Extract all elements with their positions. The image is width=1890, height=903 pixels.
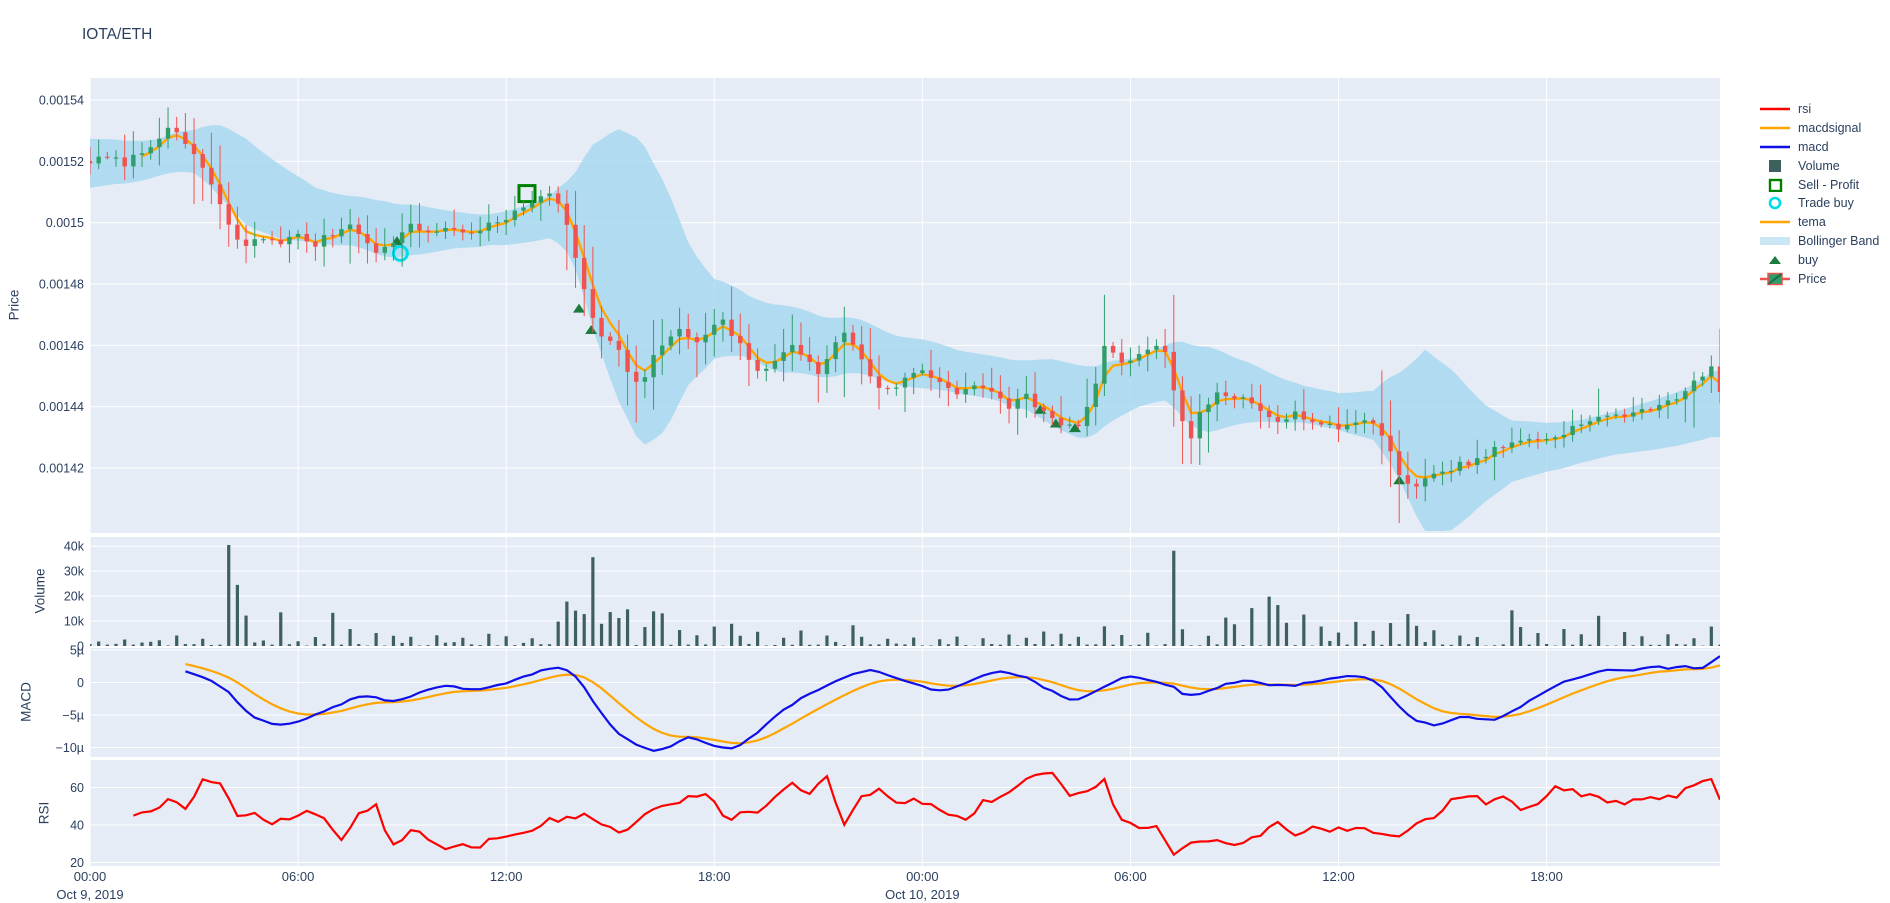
price-tick-label: 0.00144: [39, 400, 84, 414]
volume-tick-label: 40k: [64, 540, 85, 554]
price-tick-label: 0.00154: [39, 94, 84, 108]
x-tick-label: 12:00: [1322, 869, 1355, 884]
x-date-label: Oct 10, 2019: [885, 887, 959, 902]
legend-item-bollinger-band[interactable]: Bollinger Band: [1760, 232, 1879, 251]
legend-label: macdsignal: [1798, 121, 1862, 136]
volume-tick-label: 30k: [64, 565, 85, 579]
sell-profit-marker: [517, 184, 537, 204]
line-legend-glyph: [1760, 145, 1790, 149]
legend-label: macd: [1798, 139, 1829, 154]
buy-marker: [573, 303, 585, 313]
legend-label: tema: [1798, 215, 1826, 230]
legend-label: Trade buy: [1798, 196, 1854, 211]
line-thick-legend-glyph: [1760, 236, 1790, 245]
macd-tick-label: −5µ: [63, 709, 84, 723]
x-tick-label: 06:00: [282, 869, 315, 884]
x-tick-label: 00:00: [74, 869, 107, 884]
x-tick-label: 18:00: [698, 869, 731, 884]
square-legend-glyph: [1769, 159, 1781, 172]
macd-tick-label: 5µ: [70, 644, 84, 658]
triangle-legend-glyph: [1769, 255, 1781, 264]
legend-item-macdsignal[interactable]: macdsignal: [1760, 119, 1879, 138]
legend-item-volume[interactable]: Volume: [1760, 156, 1879, 175]
legend-label: Price: [1798, 271, 1827, 286]
x-date-label: Oct 9, 2019: [56, 887, 123, 902]
buy-marker: [1068, 423, 1081, 433]
legend-item-price[interactable]: Price: [1760, 269, 1879, 288]
legend: rsi macdsignal macd Volume Sell - Profit Trad…: [1760, 100, 1879, 288]
legend-item-tema[interactable]: tema: [1760, 213, 1879, 232]
price-tick-label: 0.00152: [39, 155, 84, 169]
price-tick-label: 0.0015: [46, 216, 84, 230]
rsi-tick-label: 60: [70, 781, 84, 795]
chart-title: IOTA/ETH: [82, 26, 153, 43]
price-axis-title: Price: [6, 289, 22, 321]
volume-bars: [90, 544, 1720, 646]
price-tick-label: 0.00146: [39, 339, 84, 353]
volume-panel[interactable]: [90, 537, 1720, 646]
macd-line: [185, 655, 1720, 752]
rsi-axis-title: RSI: [36, 801, 52, 825]
macd-tick-label: −10µ: [56, 741, 84, 755]
volume-axis-title: Volume: [32, 568, 48, 614]
macd-panel[interactable]: [90, 648, 1720, 757]
legend-item-rsi[interactable]: rsi: [1760, 100, 1879, 119]
x-tick-label: 18:00: [1530, 869, 1563, 884]
volume-tick-label: 20k: [64, 590, 85, 604]
buy-marker: [585, 325, 598, 335]
price-tick-label: 0.00142: [39, 462, 84, 476]
legend-label: Bollinger Band: [1798, 233, 1880, 248]
x-tick-label: 00:00: [906, 869, 939, 884]
x-tick-label: 12:00: [490, 869, 523, 884]
candlesticks: [90, 107, 1720, 524]
x-tick-label: 06:00: [1114, 869, 1147, 884]
rsi-panel[interactable]: [90, 760, 1720, 866]
macd-tick-label: 0: [77, 676, 84, 690]
legend-item-sell-profit[interactable]: Sell - Profit: [1760, 175, 1879, 194]
legend-item-buy[interactable]: buy: [1760, 250, 1879, 269]
price-tick-label: 0.00148: [39, 278, 84, 292]
buy-marker: [1049, 418, 1062, 428]
line-legend-glyph: [1760, 108, 1790, 111]
line-legend-glyph: [1760, 220, 1790, 224]
volume-tick-label: 0: [77, 640, 84, 654]
line-legend-glyph: [1760, 126, 1790, 130]
circle-open-legend-glyph: [1768, 197, 1782, 210]
volume-tick-label: 10k: [64, 615, 85, 629]
legend-item-trade-buy[interactable]: Trade buy: [1760, 194, 1879, 213]
candle-legend-glyph: [1760, 272, 1790, 285]
macd-axis-title: MACD: [18, 682, 34, 722]
legend-label: Sell - Profit: [1798, 177, 1860, 192]
square-open-legend-glyph: [1768, 178, 1783, 192]
rsi-tick-label: 20: [70, 856, 84, 870]
rsi-line: [133, 771, 1720, 857]
legend-item-macd[interactable]: macd: [1760, 138, 1879, 157]
rsi-tick-label: 40: [70, 818, 84, 832]
legend-label: rsi: [1798, 102, 1812, 117]
legend-label: buy: [1798, 252, 1819, 267]
macdsignal-line: [185, 663, 1720, 745]
legend-label: Volume: [1798, 158, 1840, 173]
